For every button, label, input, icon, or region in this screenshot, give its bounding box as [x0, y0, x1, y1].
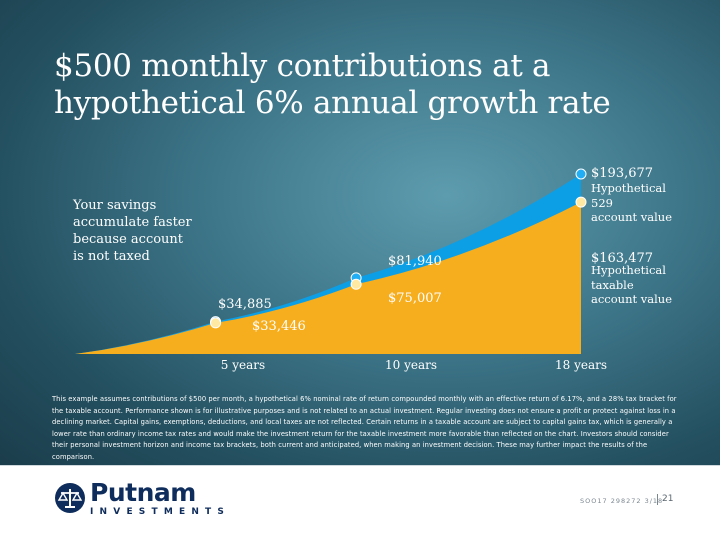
title-line-2: hypothetical 6% annual growth rate — [54, 85, 611, 121]
marker-taxable-18-years — [575, 196, 587, 208]
document-code: SOO17 298272 3/18 — [580, 497, 664, 505]
legend-529-line-2: 529 — [591, 196, 613, 210]
label-taxable-18-years: $163,477 — [591, 251, 653, 266]
side-note-line-1: Your savings — [73, 198, 157, 213]
disclaimer-text: This example assumes contributions of $5… — [52, 395, 677, 461]
label-529-10-years: $81,940 — [388, 254, 442, 269]
growth-chart: $34,885 $33,446 $81,940 $75,007 $193,677… — [75, 166, 672, 372]
logo-name: Putnam — [90, 478, 196, 507]
label-taxable-5-years: $33,446 — [252, 319, 306, 334]
legend-529-line-1: Hypothetical — [591, 181, 666, 195]
slide-title: $500 monthly contributions at a hypothet… — [54, 48, 694, 122]
label-taxable-10-years: $75,007 — [388, 291, 442, 306]
legend-529-line-3: account value — [591, 210, 672, 224]
marker-taxable-5-years — [210, 317, 222, 329]
label-529-5-years: $34,885 — [218, 297, 272, 312]
footer-divider — [0, 465, 720, 466]
label-529-18-years: $193,677 — [591, 166, 653, 181]
x-tick-5-years: 5 years — [221, 358, 265, 372]
putnam-logo: Putnam INVESTMENTS — [54, 480, 224, 520]
x-tick-18-years: 18 years — [555, 358, 607, 372]
side-note-line-4: is not taxed — [73, 249, 150, 264]
title-line-1: $500 monthly contributions at a — [54, 48, 551, 84]
slide-background — [0, 0, 720, 465]
logo-subtitle: INVESTMENTS — [90, 507, 231, 517]
legend-taxable-line-2: taxable — [591, 278, 634, 292]
x-tick-10-years: 10 years — [385, 358, 437, 372]
page-number: 21 — [657, 494, 673, 505]
side-note-line-3: because account — [73, 232, 184, 247]
side-note-line-2: accumulate faster — [73, 215, 192, 230]
legend-taxable-line-3: account value — [591, 292, 672, 306]
footer-band — [0, 465, 720, 540]
legend-taxable-line-1: Hypothetical — [591, 263, 666, 277]
logo-wordmark: Putnam INVESTMENTS — [90, 480, 230, 518]
area-taxable-account — [75, 202, 581, 354]
scales-of-justice-icon — [55, 483, 85, 513]
marker-taxable-10-years — [350, 278, 362, 290]
side-note: Your savings accumulate faster because a… — [73, 197, 213, 265]
marker-529-18-years — [575, 168, 587, 180]
